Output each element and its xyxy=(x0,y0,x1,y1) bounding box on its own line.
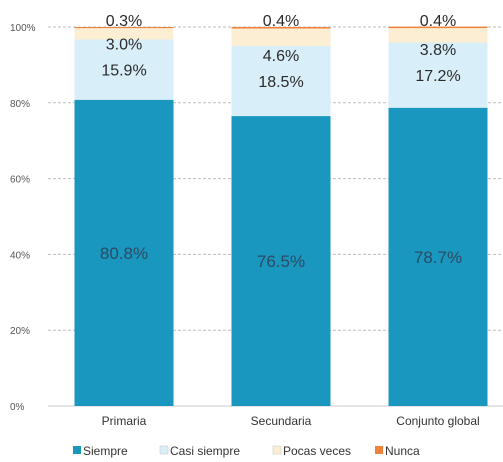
bar-segment-pocas-veces-0 xyxy=(74,28,174,40)
legend-swatch-pocas-veces xyxy=(272,445,282,455)
legend-swatch-nunca xyxy=(375,446,383,454)
bar-segment-siempre-2 xyxy=(388,107,488,407)
bar-segment-nunca-2 xyxy=(388,26,488,29)
y-tick-label: 20% xyxy=(10,326,30,337)
data-label-nunca-2: 0.4% xyxy=(420,13,456,30)
y-tick-label: 60% xyxy=(10,175,30,186)
bar-segment-casi-siempre-1 xyxy=(231,45,331,117)
legend-swatch-siempre xyxy=(73,446,81,454)
y-axis-ticks: 0% 20% 40% 60% 80% 100% xyxy=(10,23,36,413)
data-label-casi-siempre-1: 18.5% xyxy=(258,74,303,91)
data-label-casi-siempre-0: 15.9% xyxy=(101,63,146,80)
x-category-label: Primaria xyxy=(102,414,147,428)
data-label-siempre-1: 76.5% xyxy=(257,252,305,271)
bars xyxy=(74,26,488,407)
y-tick-label: 0% xyxy=(10,402,25,413)
data-label-pocas-veces-1: 4.6% xyxy=(263,48,299,65)
y-tick-label: 40% xyxy=(10,250,30,261)
y-tick-label: 100% xyxy=(10,23,36,34)
data-label-casi-siempre-2: 17.2% xyxy=(415,68,460,85)
bar-segment-nunca-1 xyxy=(231,27,331,29)
x-category-label: Secundaria xyxy=(251,414,312,428)
legend-label-pocas-veces: Pocas veces xyxy=(283,444,351,458)
bar-segment-siempre-1 xyxy=(231,116,331,406)
data-label-pocas-veces-0: 3.0% xyxy=(106,37,142,54)
legend-swatch-casi-siempre xyxy=(159,445,169,455)
data-label-nunca-1: 0.4% xyxy=(263,13,299,30)
data-label-pocas-veces-2: 3.8% xyxy=(420,42,456,59)
y-tick-label: 80% xyxy=(10,99,30,110)
bar-segment-pocas-veces-2 xyxy=(388,28,488,43)
data-label-siempre-0: 80.8% xyxy=(100,244,148,263)
data-label-nunca-0: 0.3% xyxy=(106,13,142,30)
data-label-siempre-2: 78.7% xyxy=(414,248,462,267)
bar-segment-casi-siempre-0 xyxy=(74,39,174,100)
bar-segment-siempre-0 xyxy=(74,99,174,406)
bar-segment-casi-siempre-2 xyxy=(388,42,488,108)
bar-segment-nunca-0 xyxy=(74,27,174,29)
legend-label-nunca: Nunca xyxy=(385,444,420,458)
legend-label-casi-siempre: Casi siempre xyxy=(170,444,240,458)
legend-label-siempre: Siempre xyxy=(83,444,128,458)
x-category-label: Conjunto global xyxy=(396,414,479,428)
x-axis-categories: Primaria Secundaria Conjunto global xyxy=(102,414,480,428)
legend: Siempre Casi siempre Pocas veces Nunca xyxy=(73,444,420,458)
data-labels: 80.8% 15.9% 3.0% 0.3% 76.5% 18.5% 4.6% 0.4% 78.7… xyxy=(100,13,462,271)
bar-segment-pocas-veces-1 xyxy=(231,28,331,46)
